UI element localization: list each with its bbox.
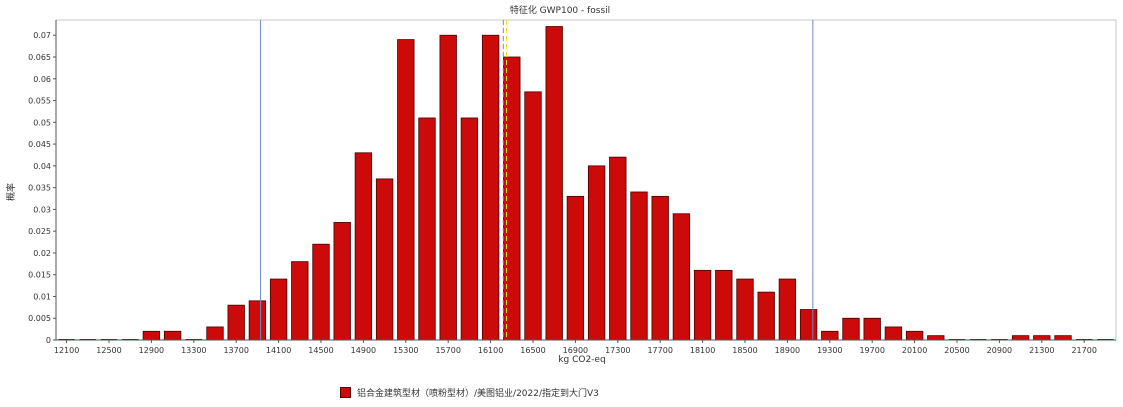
legend-label: 铝合金建筑型材（喷粉型材）/美图铝业/2022/指定到大门V3	[357, 388, 599, 399]
histogram-bar	[375, 178, 394, 341]
histogram-bar	[863, 317, 881, 341]
histogram-bar	[651, 195, 669, 341]
histogram-bar	[354, 152, 373, 341]
x-tick-label: 14500	[308, 346, 333, 355]
plot-frame	[55, 19, 1117, 341]
y-tick-label: 0.015	[28, 271, 51, 280]
histogram-bar	[672, 213, 691, 341]
x-tick-label: 20100	[902, 346, 927, 355]
y-tick-label: 0.02	[33, 249, 51, 258]
x-tick-label: 12900	[139, 346, 164, 355]
histogram-bar	[312, 243, 330, 341]
histogram-bar	[799, 309, 818, 341]
x-tick-label: 16900	[563, 346, 588, 355]
y-tick-label: 0.01	[33, 292, 51, 301]
x-tick-label: 18500	[732, 346, 757, 355]
x-tick-label: 15700	[435, 346, 460, 355]
x-tick-label: 17300	[605, 346, 630, 355]
histogram-bar	[227, 304, 245, 341]
x-tick-label: 19300	[817, 346, 842, 355]
histogram-bar	[1011, 335, 1030, 341]
histogram-bar	[821, 330, 839, 341]
y-tick-label: 0.04	[33, 162, 51, 171]
legend: 铝合金建筑型材（喷粉型材）/美图铝业/2022/指定到大门V3	[340, 384, 599, 400]
chart-title: 特征化 GWP100 - fossil	[510, 4, 610, 16]
x-tick-label: 12500	[96, 346, 121, 355]
y-axis-label: 概率	[5, 183, 17, 201]
y-tick-label: 0.06	[33, 75, 51, 84]
y-tick-label: 0.065	[28, 53, 51, 62]
histogram-bar	[545, 26, 563, 341]
y-tick-label: 0.055	[28, 97, 51, 106]
histogram-bar	[481, 34, 500, 341]
x-tick-label: 17700	[647, 346, 672, 355]
x-tick-label: 12100	[54, 346, 79, 355]
x-tick-label: 13300	[181, 346, 206, 355]
histogram-bar	[418, 117, 436, 341]
x-tick-label: 18100	[690, 346, 715, 355]
x-tick-label: 20500	[944, 346, 969, 355]
histogram-bar	[630, 191, 648, 341]
histogram-bar	[693, 269, 712, 341]
histogram-bar	[884, 326, 903, 341]
histogram-bar	[757, 291, 775, 341]
histogram-bar	[269, 278, 288, 341]
x-tick-label: 19700	[859, 346, 884, 355]
histogram-bar	[715, 269, 733, 341]
chart-svg: 特征化 GWP100 - fossil 概率 kg CO2-eq 00.0050…	[5, 4, 1117, 365]
histogram-bar	[248, 300, 267, 341]
x-tick-label: 20900	[987, 346, 1012, 355]
y-tick-label: 0.025	[28, 227, 51, 236]
plot-area: 0 0.005 0.01 0.015 0.02 0.025 0.03 0.035 0.04 0.0…	[28, 19, 1117, 355]
histogram-bar	[1033, 335, 1051, 341]
histogram-bar	[842, 317, 860, 341]
x-tick-label: 21700	[1071, 346, 1096, 355]
histogram-bar	[587, 165, 606, 341]
histogram-bar	[439, 34, 457, 341]
histogram-bar	[397, 39, 415, 341]
histogram-bar	[609, 156, 627, 341]
histogram-bar	[142, 330, 161, 341]
y-tick-label: 0.07	[33, 31, 51, 40]
histogram-bar	[778, 278, 797, 341]
y-tick-label: 0.005	[28, 314, 51, 323]
histogram-bar	[566, 195, 585, 341]
y-tick-label: 0.045	[28, 140, 51, 149]
histogram-bar	[460, 117, 479, 341]
histogram-bar	[736, 278, 754, 341]
x-tick-label: 14900	[351, 346, 376, 355]
legend-swatch	[340, 386, 351, 398]
x-tick-label: 16100	[478, 346, 503, 355]
x-tick-label: 18900	[775, 346, 800, 355]
y-tick-label: 0.05	[33, 118, 51, 127]
y-tick-label: 0	[46, 336, 51, 345]
x-tick-label: 16500	[520, 346, 545, 355]
histogram-bar	[524, 91, 542, 341]
histogram-bar	[163, 330, 182, 341]
x-tick-label: 13700	[223, 346, 248, 355]
y-tick-label: 0.035	[28, 184, 51, 193]
x-tick-label: 15300	[393, 346, 418, 355]
histogram-bar	[333, 222, 351, 341]
histogram-bar	[206, 326, 224, 341]
x-tick-label: 21300	[1029, 346, 1054, 355]
histogram-bar	[1054, 335, 1072, 341]
x-tick-label: 14100	[266, 346, 291, 355]
x-axis-label: kg CO2-eq	[558, 355, 605, 365]
y-tick-label: 0.03	[33, 205, 51, 214]
histogram-bar	[291, 261, 309, 341]
histogram-bar	[927, 335, 945, 341]
histogram-bar	[905, 330, 924, 341]
